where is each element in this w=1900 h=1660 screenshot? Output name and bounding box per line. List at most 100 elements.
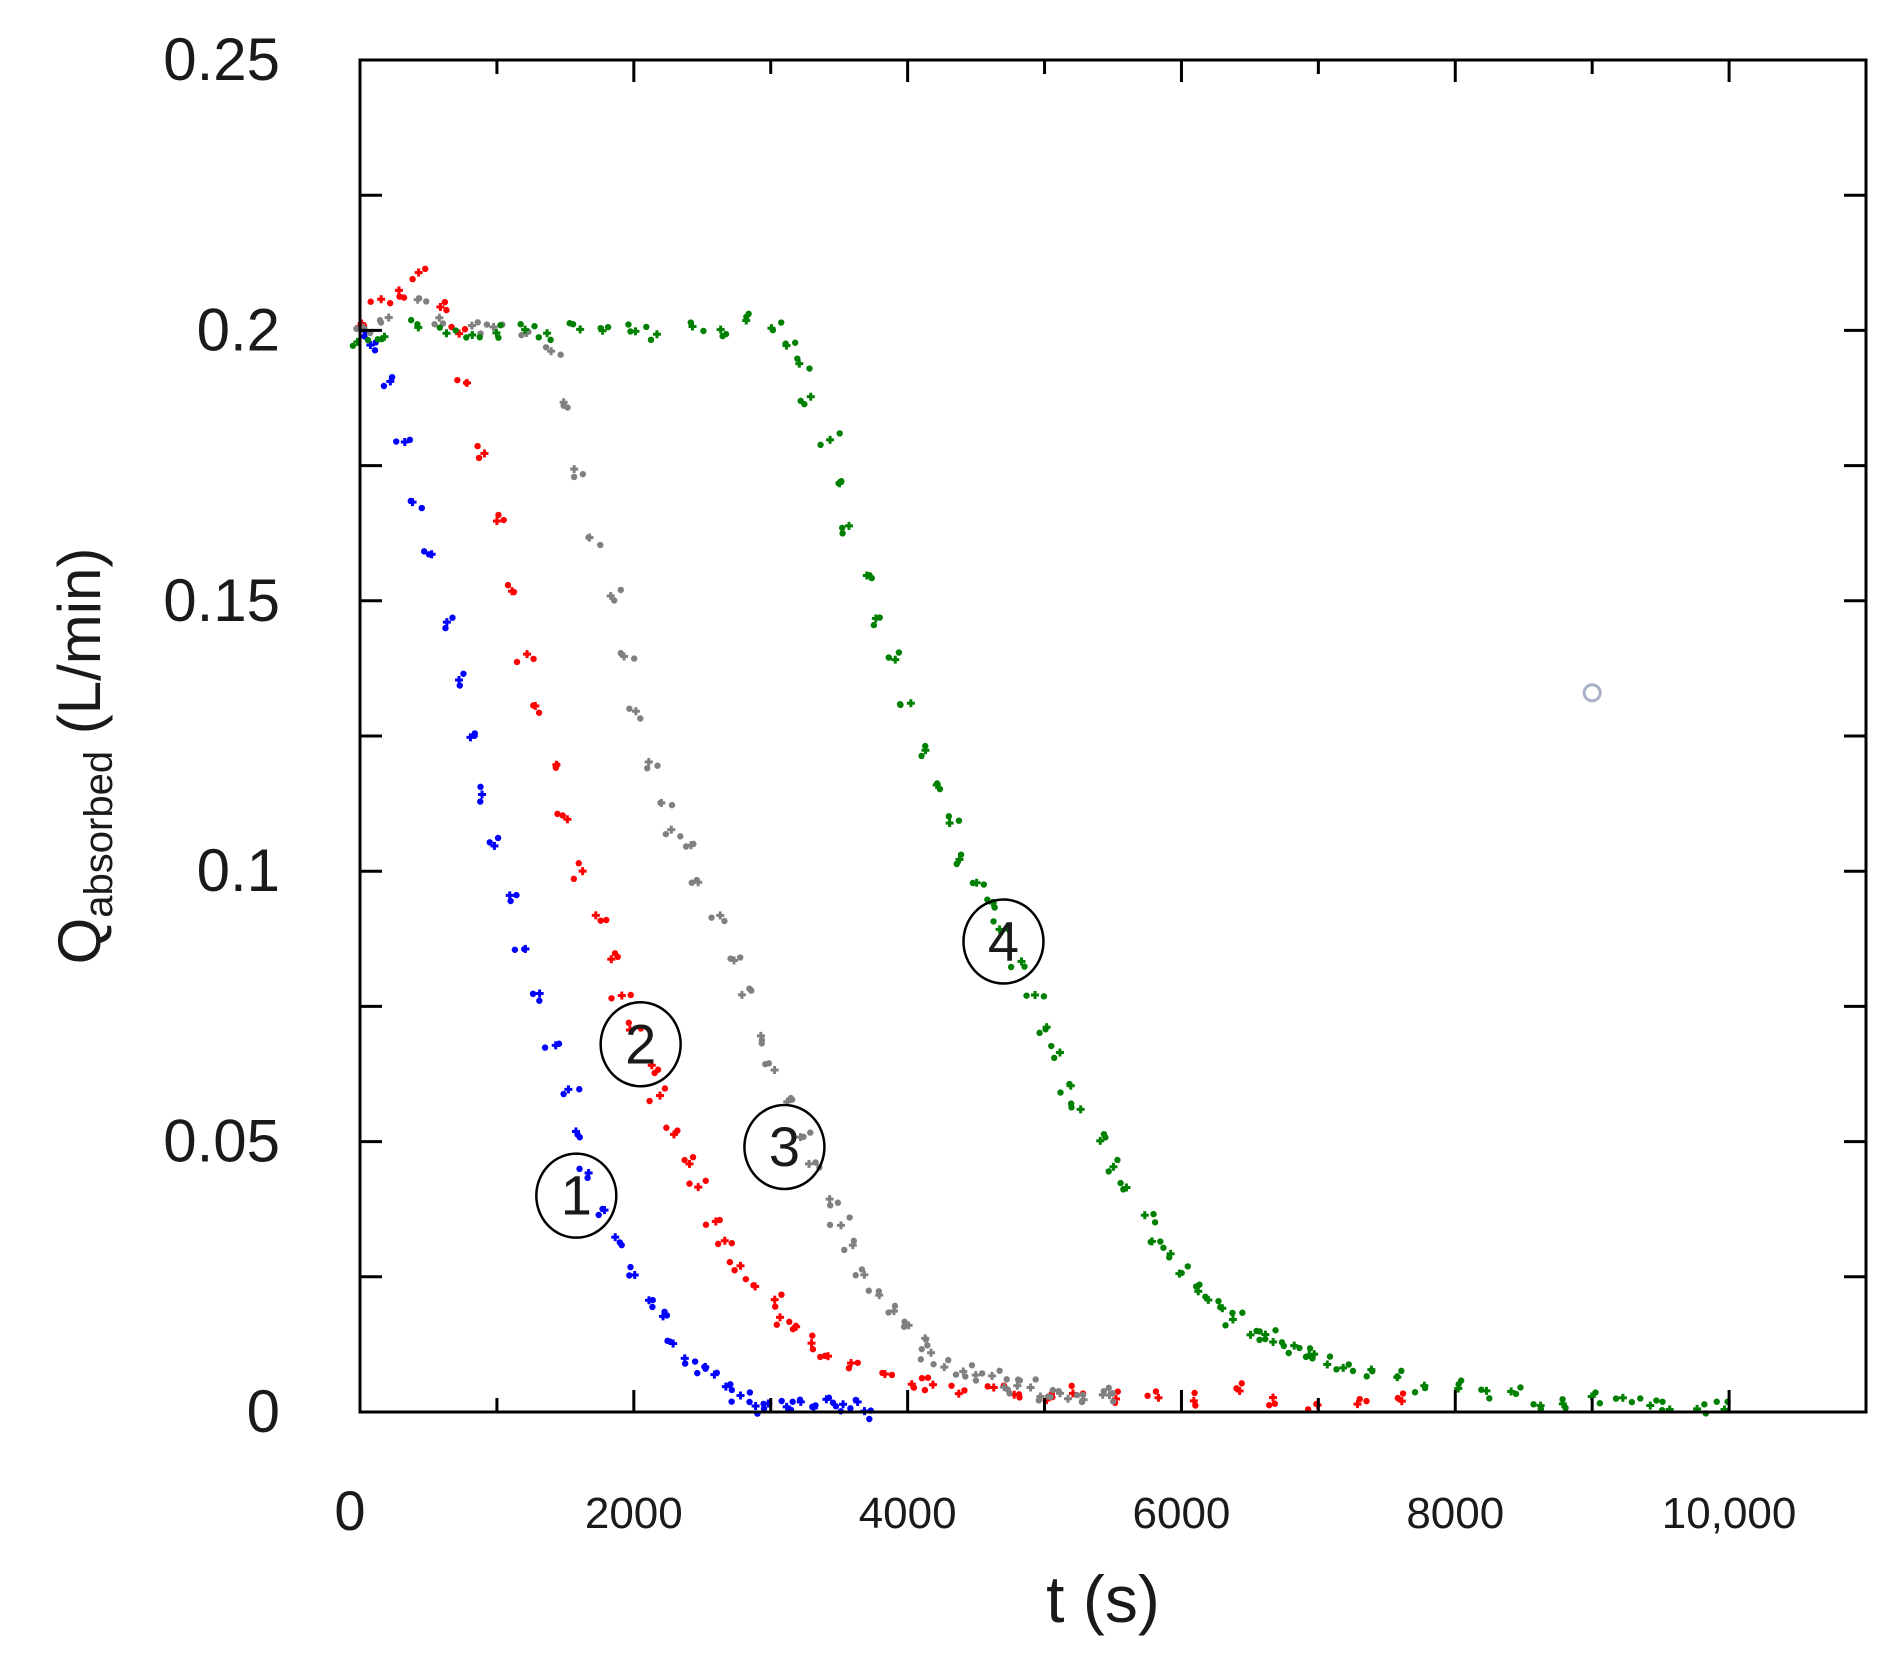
data-point-dot	[817, 441, 824, 449]
data-point-dot	[772, 1303, 779, 1310]
data-point-dot	[1151, 1219, 1159, 1226]
data-point-dot	[570, 875, 578, 883]
data-point	[608, 991, 634, 1002]
data-point-dot	[442, 624, 449, 632]
data-point	[1353, 1395, 1370, 1409]
data-point	[807, 1332, 817, 1353]
x-tick-label: 6000	[1133, 1489, 1231, 1538]
data-point-dot	[1157, 1238, 1164, 1245]
data-point	[367, 295, 394, 307]
data-point-dot	[456, 682, 464, 689]
data-point-dot	[353, 325, 360, 332]
data-point-dot	[1109, 1398, 1117, 1405]
data-point-dot	[807, 1129, 814, 1136]
data-point-dot	[597, 917, 604, 924]
data-point	[552, 760, 561, 771]
data-point-dot	[801, 400, 808, 408]
data-point	[870, 614, 883, 629]
x-tick-label: 0	[334, 1479, 365, 1542]
data-point-dot	[826, 1221, 834, 1229]
data-point-dot	[1411, 1389, 1419, 1396]
data-point-dot	[668, 801, 676, 809]
data-point-dot	[431, 321, 438, 328]
data-point-dot	[727, 955, 734, 962]
series-labels: 1 2 3 4	[535, 898, 1045, 1239]
data-point-dot	[980, 881, 988, 888]
data-point	[591, 911, 610, 924]
data-point-dot	[1160, 1244, 1167, 1251]
data-point-dot	[694, 1369, 701, 1377]
data-point-dot	[922, 742, 929, 750]
data-point	[885, 649, 903, 664]
data-point	[702, 1365, 721, 1379]
series-label-text: 1	[561, 1164, 592, 1227]
data-point-dot	[1280, 1342, 1288, 1350]
data-point	[1055, 1387, 1081, 1403]
data-point-dot	[901, 1318, 908, 1325]
data-point	[626, 1263, 639, 1279]
data-point	[529, 989, 544, 1004]
data-point-dot	[654, 762, 661, 769]
series-4-label: 4	[962, 898, 1045, 985]
data-point-dot	[1559, 1396, 1566, 1403]
data-point	[585, 533, 604, 549]
data-point-dot	[1256, 1336, 1263, 1344]
data-point-dot	[494, 834, 502, 842]
data-point	[714, 1236, 736, 1248]
data-point-dot	[702, 1365, 709, 1372]
data-point-dot	[663, 1124, 670, 1131]
data-point-dot	[1222, 1322, 1229, 1329]
data-point	[393, 436, 414, 446]
data-point-dot	[579, 470, 587, 478]
data-point-dot	[441, 298, 449, 306]
data-point	[511, 944, 530, 953]
data-point	[625, 321, 640, 336]
data-point	[1016, 1376, 1039, 1392]
data-point	[930, 1356, 952, 1372]
data-point	[686, 1177, 709, 1192]
series-4-points	[349, 310, 1731, 1417]
data-point-dot	[945, 813, 953, 820]
data-point-dot	[637, 1025, 645, 1032]
data-point-dot	[367, 298, 374, 305]
data-point-dot	[541, 1044, 549, 1051]
data-point-dot	[1238, 1380, 1245, 1387]
data-point	[1323, 1353, 1340, 1373]
data-point	[1105, 1156, 1121, 1175]
data-point-dot	[896, 700, 904, 708]
data-point-dot	[559, 812, 566, 819]
data-point-dot	[786, 1318, 793, 1326]
data-point-dot	[737, 954, 744, 961]
data-point	[825, 1195, 842, 1209]
data-point-dot	[969, 879, 977, 887]
data-point-dot	[1701, 1401, 1708, 1408]
data-point	[1078, 1391, 1088, 1406]
data-point	[1302, 1350, 1319, 1362]
data-point-dot	[376, 317, 384, 324]
data-point-dot	[574, 1131, 581, 1138]
data-point	[570, 465, 587, 481]
data-point-dot	[1068, 1382, 1075, 1390]
data-point-dot	[1394, 1394, 1402, 1402]
series-1-points	[357, 324, 874, 1423]
data-point-dot	[953, 860, 960, 868]
data-point-dot	[1229, 1309, 1236, 1317]
data-point-dot	[1302, 1353, 1310, 1361]
data-point	[376, 313, 393, 326]
data-point-dot	[990, 918, 997, 925]
data-point	[597, 323, 612, 335]
data-point-dot	[778, 1397, 785, 1405]
data-point-dot	[962, 1373, 969, 1380]
data-point-dot	[1455, 1381, 1462, 1388]
data-point-dot	[1067, 1100, 1075, 1107]
data-point-dot	[661, 1085, 669, 1092]
data-point-dot	[746, 1398, 753, 1406]
data-point	[466, 730, 479, 742]
series-label-circle	[743, 1103, 826, 1191]
data-point-dot	[1049, 1386, 1057, 1394]
data-point-dot	[1309, 1355, 1316, 1362]
y-tick-label: 0.05	[163, 1108, 280, 1175]
data-point	[455, 670, 467, 689]
data-point	[1339, 1361, 1357, 1375]
data-point-dot	[769, 326, 777, 334]
